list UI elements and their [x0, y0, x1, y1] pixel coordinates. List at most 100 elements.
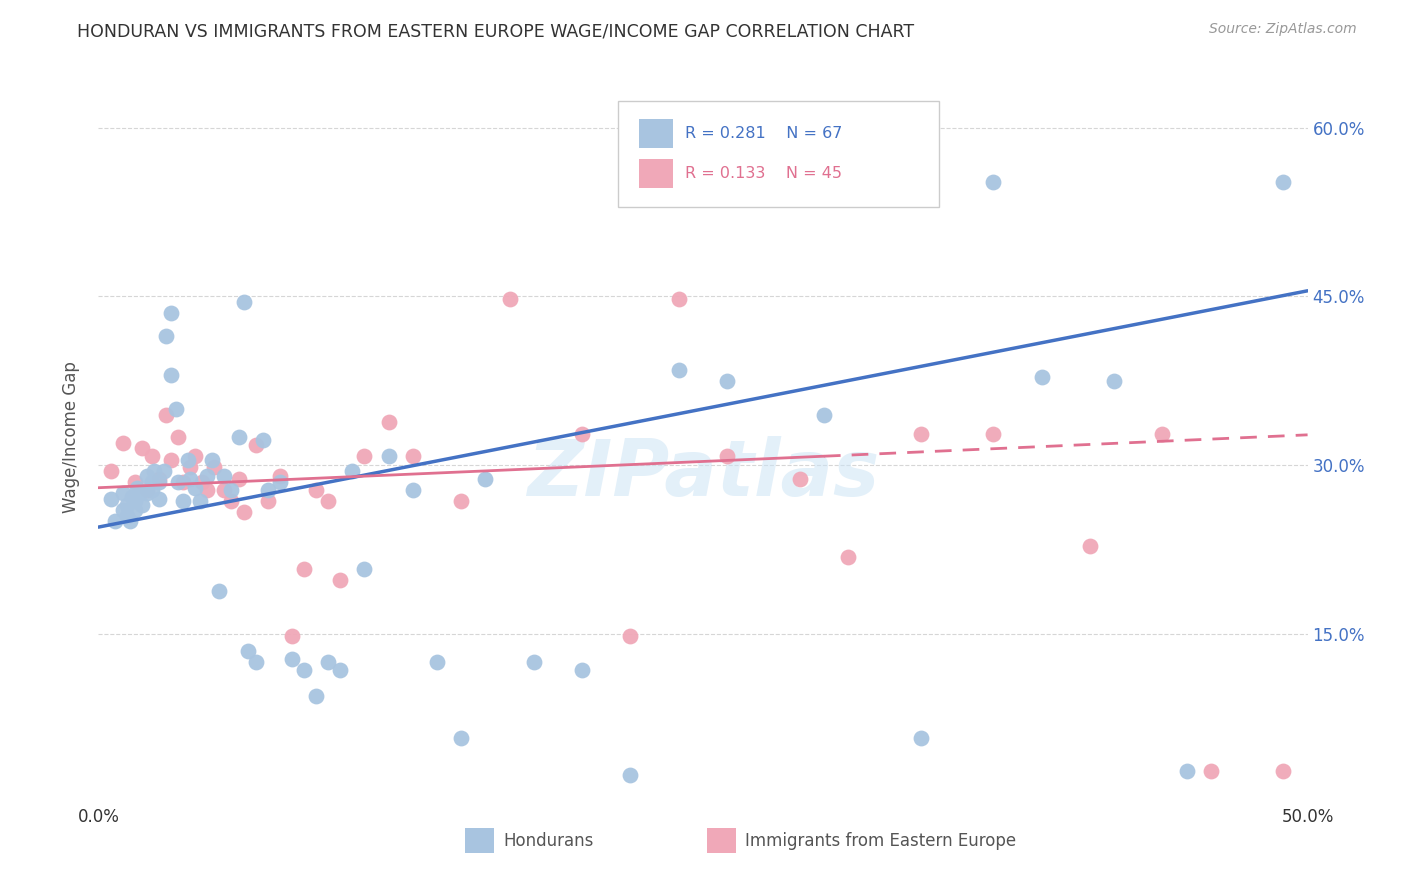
Point	[305, 483, 328, 497]
Point	[353, 449, 375, 463]
Point	[245, 655, 267, 669]
Point	[474, 472, 496, 486]
Point	[167, 430, 190, 444]
Point	[148, 472, 170, 486]
FancyBboxPatch shape	[465, 828, 494, 853]
Point	[141, 483, 163, 497]
Point	[228, 472, 250, 486]
Point	[426, 655, 449, 669]
Point	[1272, 764, 1295, 779]
Point	[1102, 374, 1125, 388]
Point	[124, 475, 146, 489]
Point	[281, 652, 304, 666]
Point	[160, 306, 183, 320]
Point	[292, 562, 315, 576]
Point	[329, 573, 352, 587]
Point	[117, 498, 139, 512]
Point	[252, 434, 274, 448]
Point	[177, 452, 200, 467]
Point	[981, 426, 1004, 441]
Point	[160, 368, 183, 383]
Point	[155, 408, 177, 422]
Point	[179, 472, 201, 486]
Point	[172, 494, 194, 508]
Point	[837, 550, 859, 565]
Text: R = 0.133    N = 45: R = 0.133 N = 45	[685, 166, 842, 181]
Point	[148, 475, 170, 489]
Point	[1078, 539, 1101, 553]
Point	[377, 416, 399, 430]
Point	[377, 449, 399, 463]
Point	[195, 483, 218, 497]
Point	[353, 562, 375, 576]
Point	[292, 663, 315, 677]
Point	[402, 449, 425, 463]
Point	[131, 498, 153, 512]
FancyBboxPatch shape	[638, 119, 673, 148]
Point	[316, 655, 339, 669]
Point	[668, 292, 690, 306]
Point	[228, 430, 250, 444]
Point	[179, 460, 201, 475]
Point	[523, 655, 546, 669]
Point	[571, 663, 593, 677]
Text: ZIPatlas: ZIPatlas	[527, 435, 879, 512]
Text: R = 0.281    N = 67: R = 0.281 N = 67	[685, 126, 842, 141]
Point	[160, 452, 183, 467]
Point	[204, 460, 226, 475]
Y-axis label: Wage/Income Gap: Wage/Income Gap	[62, 361, 80, 513]
Point	[238, 644, 260, 658]
Point	[128, 486, 150, 500]
Point	[342, 464, 364, 478]
Point	[118, 515, 141, 529]
Point	[141, 449, 163, 463]
Point	[716, 449, 738, 463]
Point	[1152, 426, 1174, 441]
Point	[111, 435, 134, 450]
Point	[716, 374, 738, 388]
Point	[152, 464, 174, 478]
Point	[208, 584, 231, 599]
Point	[131, 442, 153, 456]
Point	[167, 475, 190, 489]
Point	[121, 490, 143, 504]
Point	[232, 295, 254, 310]
Point	[498, 292, 520, 306]
Point	[165, 401, 187, 416]
Point	[269, 475, 291, 489]
Point	[910, 731, 932, 745]
Point	[135, 469, 157, 483]
Point	[1031, 370, 1053, 384]
FancyBboxPatch shape	[619, 101, 939, 207]
Point	[450, 731, 472, 745]
Point	[100, 464, 122, 478]
Point	[111, 486, 134, 500]
Point	[135, 486, 157, 500]
Point	[232, 506, 254, 520]
Point	[124, 494, 146, 508]
Point	[212, 483, 235, 497]
Point	[184, 481, 207, 495]
Point	[188, 494, 211, 508]
Point	[619, 629, 641, 643]
Text: Source: ZipAtlas.com: Source: ZipAtlas.com	[1209, 22, 1357, 37]
Point	[316, 494, 339, 508]
Point	[141, 475, 163, 489]
Point	[571, 426, 593, 441]
Point	[813, 408, 835, 422]
Point	[245, 438, 267, 452]
Point	[329, 663, 352, 677]
Point	[619, 767, 641, 781]
Point	[450, 494, 472, 508]
Point	[124, 503, 146, 517]
Text: HONDURAN VS IMMIGRANTS FROM EASTERN EUROPE WAGE/INCOME GAP CORRELATION CHART: HONDURAN VS IMMIGRANTS FROM EASTERN EURO…	[77, 22, 914, 40]
Point	[104, 515, 127, 529]
Point	[155, 328, 177, 343]
Point	[221, 494, 243, 508]
Point	[135, 483, 157, 497]
Point	[100, 491, 122, 506]
Point	[191, 475, 214, 489]
Point	[256, 483, 278, 497]
Point	[789, 472, 811, 486]
Text: Hondurans: Hondurans	[503, 832, 593, 850]
